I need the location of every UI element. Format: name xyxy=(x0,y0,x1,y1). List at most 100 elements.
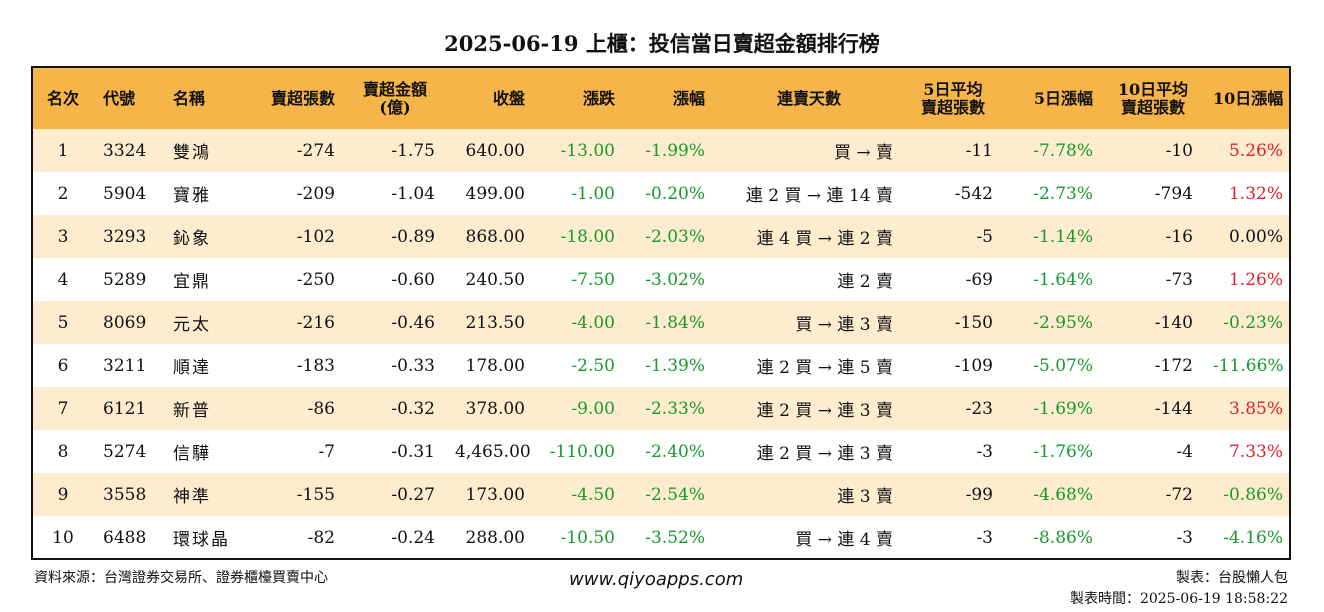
page-title: 2025-06-19 上櫃：投信當日賣超金額排行榜 xyxy=(444,31,880,56)
cell-5d-avg-sell: -150 xyxy=(903,301,1003,344)
header-sell-streak: 連賣天數 xyxy=(715,68,903,129)
cell-change: -2.50 xyxy=(535,344,625,387)
cell-name: 神準 xyxy=(163,473,245,516)
cell-sell-streak: 連 3 賣 xyxy=(715,473,903,516)
cell-code: 5274 xyxy=(93,430,163,473)
cell-net-sell-amount: -0.24 xyxy=(345,516,445,558)
maker-note: 製表：台股懶人包 xyxy=(1176,570,1288,586)
table-header-row: 名次 代號 名稱 賣超張數 賣超金額 (億) 收盤 漲跌 漲幅 連賣天數 5日平… xyxy=(33,68,1289,129)
cell-10d-avg-sell: -3 xyxy=(1103,516,1203,558)
cell-10d-change: -0.23% xyxy=(1203,301,1289,344)
cell-change-pct: -3.52% xyxy=(625,516,715,558)
cell-10d-change: -4.16% xyxy=(1203,516,1289,558)
cell-rank: 2 xyxy=(33,172,93,215)
cell-rank: 8 xyxy=(33,430,93,473)
cell-sell-streak: 買 → 連 4 賣 xyxy=(715,516,903,558)
cell-change-pct: -2.40% xyxy=(625,430,715,473)
cell-change: -9.00 xyxy=(535,387,625,430)
cell-5d-avg-sell: -3 xyxy=(903,430,1003,473)
cell-10d-avg-sell: -144 xyxy=(1103,387,1203,430)
cell-5d-avg-sell: -5 xyxy=(903,215,1003,258)
made-time-note: 製表時間：2025-06-19 18:58:22 xyxy=(1069,591,1288,607)
header-10d-avg-sell: 10日平均 賣超張數 xyxy=(1103,68,1203,129)
cell-net-sell-amount: -0.27 xyxy=(345,473,445,516)
cell-5d-change: -5.07% xyxy=(1003,344,1103,387)
cell-net-sell-lots: -216 xyxy=(245,301,345,344)
cell-10d-change: 0.00% xyxy=(1203,215,1289,258)
cell-sell-streak: 連 2 賣 xyxy=(715,258,903,301)
cell-5d-avg-sell: -11 xyxy=(903,129,1003,172)
header-rank: 名次 xyxy=(33,68,93,129)
cell-change: -10.50 xyxy=(535,516,625,558)
cell-10d-change: 1.32% xyxy=(1203,172,1289,215)
cell-close: 4,465.00 xyxy=(445,430,535,473)
cell-5d-change: -1.64% xyxy=(1003,258,1103,301)
cell-change: -4.50 xyxy=(535,473,625,516)
cell-10d-avg-sell: -172 xyxy=(1103,344,1203,387)
cell-name: 宜鼎 xyxy=(163,258,245,301)
website-link[interactable]: www.qiyoapps.com xyxy=(569,569,744,590)
cell-net-sell-lots: -155 xyxy=(245,473,345,516)
cell-net-sell-lots: -209 xyxy=(245,172,345,215)
cell-net-sell-lots: -7 xyxy=(245,430,345,473)
cell-5d-avg-sell: -542 xyxy=(903,172,1003,215)
table-row: 8 5274 信驊 -7 -0.31 4,465.00 -110.00 -2.40% 連 2 買… xyxy=(33,430,1289,473)
cell-sell-streak: 連 2 買 → 連 14 賣 xyxy=(715,172,903,215)
cell-code: 8069 xyxy=(93,301,163,344)
cell-rank: 9 xyxy=(33,473,93,516)
table-body: 1 3324 雙鴻 -274 -1.75 640.00 -13.00 -1.99% 買 → 賣-… xyxy=(33,129,1289,558)
cell-sell-streak: 買 → 連 3 賣 xyxy=(715,301,903,344)
cell-code: 3324 xyxy=(93,129,163,172)
header-change-pct: 漲幅 xyxy=(625,68,715,129)
cell-net-sell-amount: -0.31 xyxy=(345,430,445,473)
header-10d-change: 10日漲幅 xyxy=(1203,68,1289,129)
cell-10d-avg-sell: -4 xyxy=(1103,430,1203,473)
cell-10d-avg-sell: -10 xyxy=(1103,129,1203,172)
cell-name: 環球晶 xyxy=(163,516,245,558)
cell-close: 240.50 xyxy=(445,258,535,301)
table-row: 3 3293 鈊象 -102 -0.89 868.00 -18.00 -2.03% 連 4 買 … xyxy=(33,215,1289,258)
cell-name: 寶雅 xyxy=(163,172,245,215)
table-row: 7 6121 新普 -86 -0.32 378.00 -9.00 -2.33% 連 2 買 → … xyxy=(33,387,1289,430)
cell-5d-change: -1.76% xyxy=(1003,430,1103,473)
cell-close: 288.00 xyxy=(445,516,535,558)
cell-5d-change: -1.14% xyxy=(1003,215,1103,258)
cell-5d-change: -2.95% xyxy=(1003,301,1103,344)
cell-change-pct: -2.33% xyxy=(625,387,715,430)
cell-close: 499.00 xyxy=(445,172,535,215)
cell-name: 順達 xyxy=(163,344,245,387)
cell-5d-change: -8.86% xyxy=(1003,516,1103,558)
cell-5d-change: -2.73% xyxy=(1003,172,1103,215)
cell-sell-streak: 連 2 買 → 連 5 賣 xyxy=(715,344,903,387)
header-net-sell-amount: 賣超金額 (億) xyxy=(345,68,445,129)
cell-5d-change: -4.68% xyxy=(1003,473,1103,516)
cell-rank: 6 xyxy=(33,344,93,387)
cell-close: 213.50 xyxy=(445,301,535,344)
cell-10d-change: -0.86% xyxy=(1203,473,1289,516)
cell-change-pct: -1.84% xyxy=(625,301,715,344)
cell-net-sell-lots: -82 xyxy=(245,516,345,558)
header-change: 漲跌 xyxy=(535,68,625,129)
cell-code: 3293 xyxy=(93,215,163,258)
cell-net-sell-amount: -1.04 xyxy=(345,172,445,215)
cell-close: 378.00 xyxy=(445,387,535,430)
cell-close: 868.00 xyxy=(445,215,535,258)
table-row: 1 3324 雙鴻 -274 -1.75 640.00 -13.00 -1.99% 買 → 賣-… xyxy=(33,129,1289,172)
cell-close: 640.00 xyxy=(445,129,535,172)
cell-close: 173.00 xyxy=(445,473,535,516)
table-row: 9 3558 神準 -155 -0.27 173.00 -4.50 -2.54% 連 3 賣 -9… xyxy=(33,473,1289,516)
cell-change-pct: -1.39% xyxy=(625,344,715,387)
cell-name: 鈊象 xyxy=(163,215,245,258)
cell-rank: 1 xyxy=(33,129,93,172)
header-name: 名稱 xyxy=(163,68,245,129)
cell-name: 信驊 xyxy=(163,430,245,473)
cell-change: -110.00 xyxy=(535,430,625,473)
cell-net-sell-lots: -274 xyxy=(245,129,345,172)
table-row: 10 6488 環球晶 -82 -0.24 288.00 -10.50 -3.52% 買 → 連… xyxy=(33,516,1289,558)
cell-sell-streak: 連 2 買 → 連 3 賣 xyxy=(715,430,903,473)
cell-net-sell-amount: -1.75 xyxy=(345,129,445,172)
cell-5d-change: -7.78% xyxy=(1003,129,1103,172)
cell-code: 5904 xyxy=(93,172,163,215)
table-row: 5 8069 元太 -216 -0.46 213.50 -4.00 -1.84% 買 → 連 3… xyxy=(33,301,1289,344)
cell-change-pct: -3.02% xyxy=(625,258,715,301)
